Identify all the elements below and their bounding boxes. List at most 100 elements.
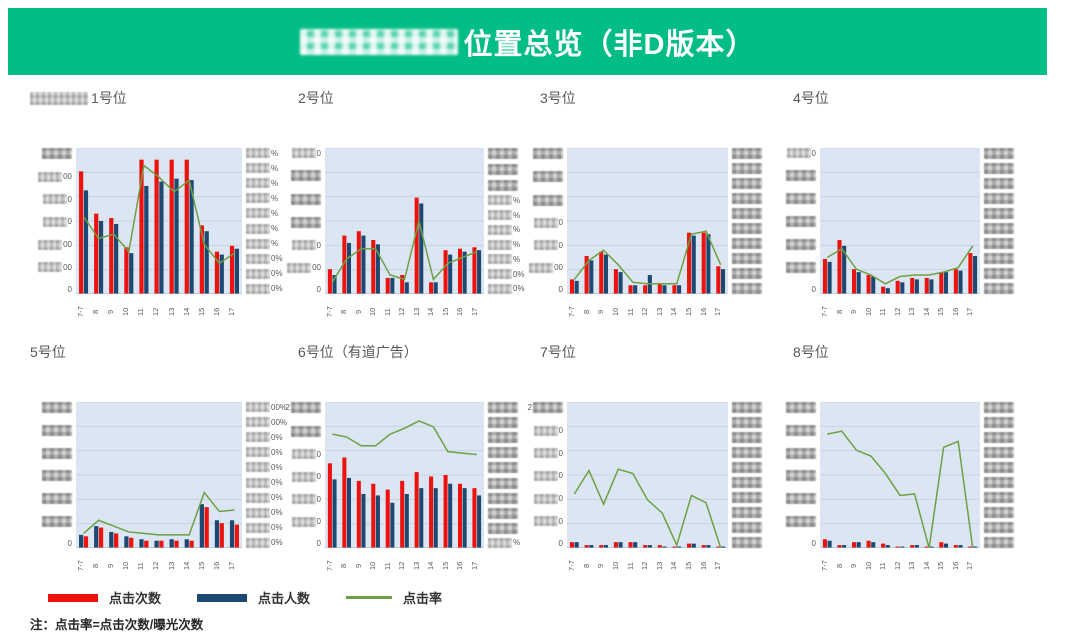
bar-clicks bbox=[114, 533, 119, 548]
redacted-axis-value bbox=[246, 537, 270, 548]
redacted-axis-value bbox=[246, 253, 270, 264]
left-axis-tick: 0 bbox=[811, 285, 816, 294]
bar-clicks bbox=[414, 472, 419, 548]
right-axis-tick: 00% bbox=[246, 402, 287, 412]
redacted-axis-value bbox=[291, 148, 316, 158]
x-axis-tick-label: 16 bbox=[455, 561, 465, 571]
redacted-axis-value bbox=[786, 424, 816, 436]
chart-title: 6号位（有道广告） bbox=[298, 344, 418, 360]
chart-title: 8号位 bbox=[793, 344, 829, 360]
x-axis-tick-label: 9 bbox=[849, 309, 859, 315]
redacted-axis-value bbox=[984, 432, 1014, 443]
x-axis-tick-label: 14 bbox=[426, 561, 436, 571]
left-axis-tick: 00 bbox=[529, 262, 563, 273]
x-axis-labels: 7-7 8 9 10 11 12 13 14 15 16 17 bbox=[567, 297, 728, 327]
redacted-axis-value bbox=[488, 447, 518, 459]
redacted-axis-value bbox=[786, 239, 816, 250]
redacted-axis-value bbox=[287, 262, 312, 273]
bar-users bbox=[633, 542, 638, 548]
bar-users bbox=[662, 546, 667, 548]
bar-clicks bbox=[234, 524, 239, 548]
left-axis-tick bbox=[42, 148, 72, 159]
legend-label: 点击率 bbox=[403, 591, 443, 606]
x-axis-tick-label: 9 bbox=[596, 563, 606, 569]
bar-clicks bbox=[701, 232, 706, 294]
x-axis-labels: 7-7 8 9 10 11 12 13 14 15 16 17 bbox=[325, 551, 484, 581]
right-axis-tick: 0% bbox=[246, 462, 283, 473]
x-axis-tick-label: 7-7 bbox=[567, 306, 576, 318]
right-axis-tick bbox=[732, 417, 762, 428]
left-axis-tick bbox=[786, 170, 816, 181]
x-axis-tick-label: 9 bbox=[353, 309, 363, 315]
bar-users bbox=[943, 272, 948, 294]
redacted-axis-value bbox=[42, 447, 72, 459]
right-axis-tick bbox=[488, 522, 518, 534]
redacted-axis-value bbox=[984, 492, 1014, 503]
x-axis-tick-label: 7-7 bbox=[325, 306, 334, 318]
x-axis-labels: 7-7 8 9 10 11 12 13 14 15 16 17 bbox=[820, 297, 980, 327]
right-axis-tick: % bbox=[246, 223, 278, 234]
bar-clicks bbox=[400, 480, 405, 548]
left-axis-tick: 0 bbox=[291, 240, 321, 251]
left-axis-tick bbox=[786, 402, 816, 413]
redacted-axis-value bbox=[488, 417, 518, 429]
right-axis-tick bbox=[732, 432, 762, 443]
x-axis-tick-label: 15 bbox=[196, 307, 206, 317]
x-axis-tick-label: 8 bbox=[581, 563, 591, 569]
bar-users bbox=[720, 269, 726, 294]
bar-users bbox=[419, 488, 424, 548]
bar-users bbox=[79, 534, 84, 548]
x-axis-tick-label: 9 bbox=[849, 563, 859, 569]
bar-users bbox=[98, 221, 104, 294]
bar-users bbox=[900, 282, 905, 294]
bar-users bbox=[914, 545, 919, 548]
bar-users bbox=[204, 231, 209, 294]
x-axis-labels: 7-7 8 9 10 11 12 13 14 15 16 17 bbox=[567, 551, 728, 581]
left-axis-tick: 0 bbox=[533, 240, 563, 251]
redacted-axis-value bbox=[488, 210, 512, 221]
x-axis-tick-label: 11 bbox=[878, 308, 888, 316]
right-axis-tick bbox=[732, 447, 762, 458]
redacted-axis-value bbox=[246, 193, 270, 204]
redacted-axis-value bbox=[732, 462, 762, 473]
bar-users bbox=[842, 245, 847, 294]
bar-clicks bbox=[342, 235, 347, 294]
redacted-axis-value bbox=[732, 163, 762, 174]
redacted-axis-value bbox=[42, 493, 72, 505]
redacted-axis-value bbox=[533, 402, 563, 413]
bar-users bbox=[234, 248, 239, 294]
bar-users bbox=[706, 234, 711, 294]
bar-users bbox=[229, 520, 235, 548]
bar-clicks bbox=[169, 159, 174, 294]
x-axis-tick-label: 8 bbox=[834, 563, 844, 569]
x-axis-tick-label: 17 bbox=[469, 307, 479, 317]
x-axis-tick-label: 16 bbox=[698, 307, 708, 317]
right-axis-tick bbox=[488, 447, 518, 459]
right-axis-tick bbox=[732, 268, 762, 279]
right-axis-tick bbox=[984, 537, 1014, 548]
redacted-axis-value bbox=[246, 402, 270, 412]
left-axis-tick: 0 bbox=[291, 148, 321, 158]
right-axis-tick bbox=[732, 492, 762, 503]
right-axis-tick bbox=[732, 477, 762, 488]
bar-users bbox=[618, 542, 623, 548]
right-axis-tick bbox=[984, 148, 1014, 159]
redacted-axis-value bbox=[984, 537, 1014, 548]
bar-users bbox=[419, 203, 424, 294]
right-axis-tick bbox=[732, 178, 762, 189]
redacted-axis-value bbox=[291, 170, 321, 182]
left-axis-tick: 0 bbox=[533, 516, 563, 527]
right-axis-tick: 0% bbox=[246, 268, 283, 279]
x-axis-tick-label: 10 bbox=[610, 561, 620, 571]
redacted-axis-value bbox=[732, 268, 762, 279]
right-axis-tick bbox=[984, 163, 1014, 174]
right-axis-tick bbox=[984, 522, 1014, 533]
bar-users bbox=[404, 282, 409, 294]
left-axis-tick: 0 bbox=[533, 425, 563, 436]
bar-clicks bbox=[866, 540, 871, 548]
redacted-axis-value bbox=[732, 492, 762, 503]
chart-title: 2号位 bbox=[298, 90, 334, 106]
bar-clicks bbox=[229, 245, 235, 294]
x-axis-tick-label: 7-7 bbox=[567, 560, 576, 572]
chart-plot bbox=[325, 148, 484, 294]
